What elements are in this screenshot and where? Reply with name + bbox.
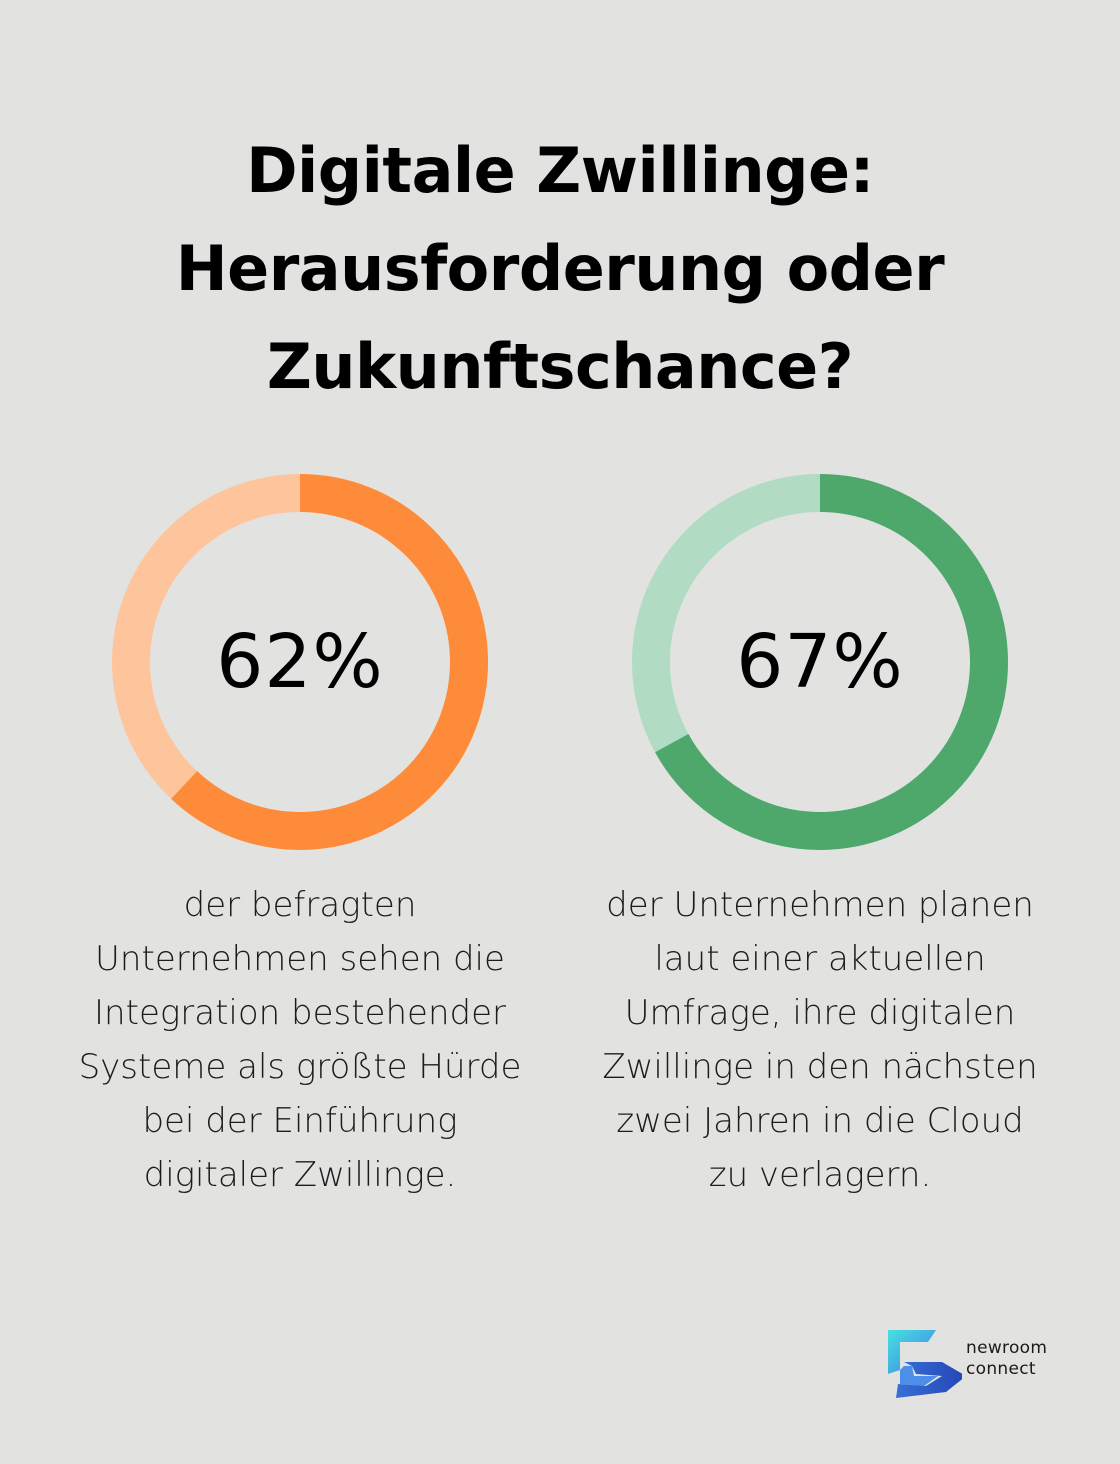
stat-description-2: der Unternehmen planen laut einer aktuel… bbox=[580, 878, 1060, 1202]
logo-wordmark: newroom connect bbox=[966, 1338, 1047, 1380]
brand-logo: newroom connect bbox=[886, 1326, 1066, 1402]
title-line-3: Zukunftschance? bbox=[266, 330, 854, 403]
desc-2-line-3: Umfrage, ihre digitalen bbox=[624, 993, 1016, 1033]
title-line-1: Digitale Zwillinge: bbox=[246, 134, 874, 207]
desc-2-line-4: Zwillinge in den nächsten bbox=[602, 1047, 1038, 1087]
desc-2-line-6: zu verlagern. bbox=[708, 1155, 932, 1195]
donut-chart-2: 67% bbox=[580, 470, 1060, 854]
donut-value-arc-1 bbox=[112, 474, 488, 850]
desc-1-line-3: Integration bestehender bbox=[94, 993, 506, 1033]
donut-chart-1: 62% bbox=[60, 470, 540, 854]
stat-value-1: 62% bbox=[216, 619, 384, 705]
desc-1-line-6: digitaler Zwillinge. bbox=[143, 1155, 457, 1195]
donut-svg-1 bbox=[112, 474, 488, 850]
desc-2-line-5: zwei Jahren in die Cloud bbox=[616, 1101, 1024, 1141]
page-title: Digitale Zwillinge: Herausforderung oder… bbox=[0, 122, 1120, 416]
desc-1-line-5: bei der Einführung bbox=[142, 1101, 458, 1141]
stat-card-1: 62% der befragten Unternehmen sehen die … bbox=[60, 470, 540, 1202]
stat-description-1: der befragten Unternehmen sehen die Inte… bbox=[60, 878, 540, 1202]
donut-svg-2 bbox=[632, 474, 1008, 850]
desc-1-line-4: Systeme als größte Hürde bbox=[78, 1047, 522, 1087]
desc-1-line-2: Unternehmen sehen die bbox=[95, 939, 505, 979]
logo-line-1: newroom bbox=[966, 1338, 1048, 1358]
title-line-2: Herausforderung oder bbox=[175, 232, 945, 305]
desc-1-line-1: der befragten bbox=[183, 885, 417, 925]
logo-line-2: connect bbox=[966, 1359, 1036, 1379]
stat-value-2: 67% bbox=[736, 619, 904, 705]
desc-2-line-1: der Unternehmen planen bbox=[606, 885, 1034, 925]
donut-value-arc-2 bbox=[632, 474, 1008, 850]
stat-card-2: 67% der Unternehmen planen laut einer ak… bbox=[580, 470, 1060, 1202]
desc-2-line-2: laut einer aktuellen bbox=[654, 939, 986, 979]
newroom-connect-logo-icon bbox=[888, 1330, 966, 1398]
